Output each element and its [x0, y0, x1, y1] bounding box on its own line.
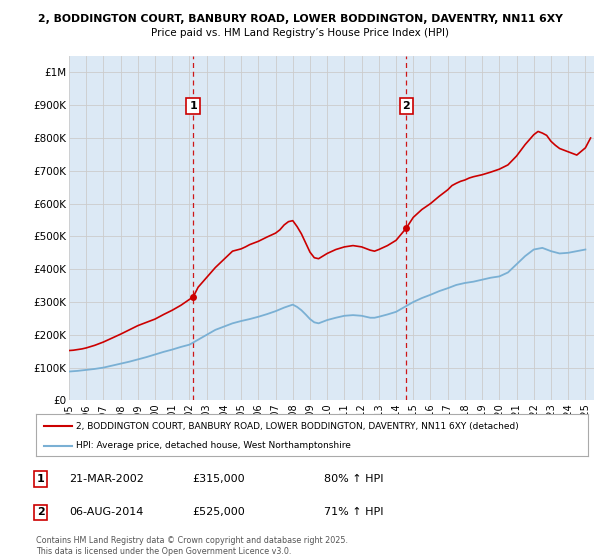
Text: HPI: Average price, detached house, West Northamptonshire: HPI: Average price, detached house, West… [76, 441, 350, 450]
Text: 2, BODDINGTON COURT, BANBURY ROAD, LOWER BODDINGTON, DAVENTRY, NN11 6XY: 2, BODDINGTON COURT, BANBURY ROAD, LOWER… [38, 14, 562, 24]
Text: £525,000: £525,000 [192, 507, 245, 517]
Text: 2: 2 [403, 101, 410, 111]
Text: 1: 1 [189, 101, 197, 111]
Text: Contains HM Land Registry data © Crown copyright and database right 2025.
This d: Contains HM Land Registry data © Crown c… [36, 536, 348, 556]
Text: 71% ↑ HPI: 71% ↑ HPI [324, 507, 383, 517]
Text: 1: 1 [37, 474, 44, 484]
Text: 2: 2 [37, 507, 44, 517]
Text: 80% ↑ HPI: 80% ↑ HPI [324, 474, 383, 484]
Text: £315,000: £315,000 [192, 474, 245, 484]
Text: 06-AUG-2014: 06-AUG-2014 [69, 507, 143, 517]
Text: 21-MAR-2002: 21-MAR-2002 [69, 474, 144, 484]
Text: 2, BODDINGTON COURT, BANBURY ROAD, LOWER BODDINGTON, DAVENTRY, NN11 6XY (detache: 2, BODDINGTON COURT, BANBURY ROAD, LOWER… [76, 422, 518, 431]
Text: Price paid vs. HM Land Registry’s House Price Index (HPI): Price paid vs. HM Land Registry’s House … [151, 28, 449, 38]
